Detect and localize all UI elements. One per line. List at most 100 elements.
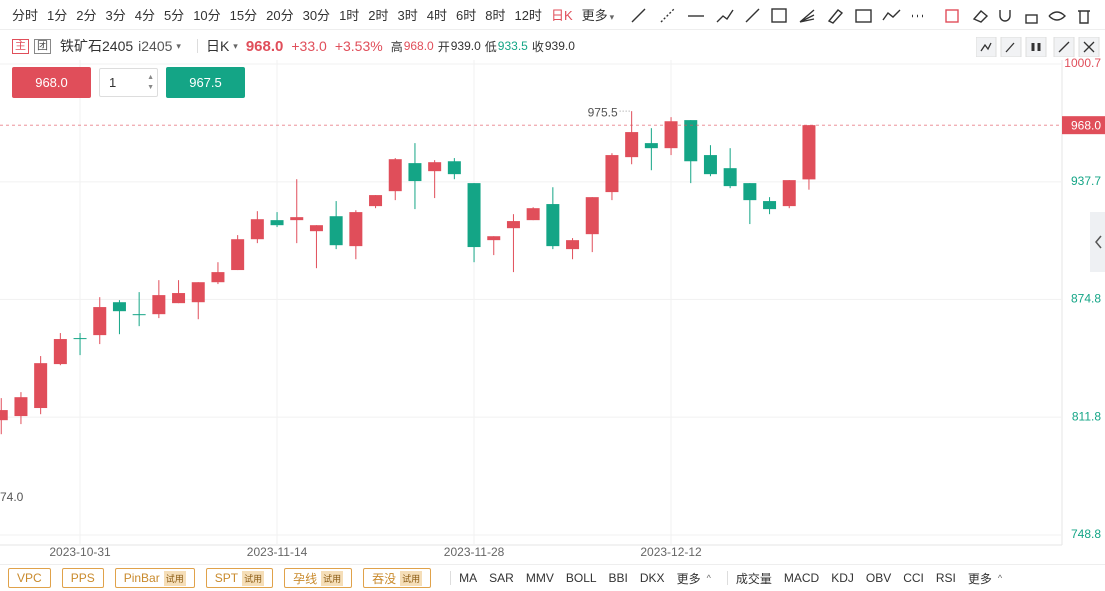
tool-ray[interactable] xyxy=(631,8,646,23)
pattern-name: 孕线 xyxy=(293,571,318,586)
tool-image[interactable] xyxy=(855,9,872,23)
interval-option[interactable]: 15分 xyxy=(229,8,258,23)
tool-pen[interactable] xyxy=(827,9,844,24)
interval-option[interactable]: 10分 xyxy=(193,8,221,23)
tool-wave[interactable] xyxy=(882,9,901,21)
caret: ▾ xyxy=(176,40,181,51)
tool-parallel[interactable] xyxy=(745,8,760,23)
pattern-button[interactable]: PPS xyxy=(61,568,104,588)
qty-input[interactable]: 1 ▲ ▼ xyxy=(99,68,158,97)
caret: ▾ xyxy=(609,12,615,22)
more-button[interactable]: 更多 xyxy=(676,571,701,586)
pattern-button[interactable]: SPT 试用 xyxy=(205,568,274,588)
side-handle[interactable] xyxy=(1090,212,1105,272)
tool-fib[interactable] xyxy=(771,8,787,23)
pattern-button[interactable]: PinBar 试用 xyxy=(114,568,195,588)
pattern-button[interactable]: 吞没 试用 xyxy=(363,568,432,588)
candle-body xyxy=(566,240,580,250)
tool-polyline[interactable] xyxy=(716,9,734,23)
indicator[interactable]: 成交量 xyxy=(735,571,772,586)
tool-magnet[interactable] xyxy=(999,10,1011,22)
indicator[interactable]: MMV xyxy=(525,571,554,585)
candle-body xyxy=(14,397,28,417)
pattern-name: VPC xyxy=(17,571,42,585)
interval-option[interactable]: 3分 xyxy=(105,8,126,23)
high-mark-label: 975.5 xyxy=(588,105,618,119)
tool-button[interactable] xyxy=(1025,37,1047,57)
sell-button[interactable]: 968.0 xyxy=(12,67,91,98)
edge-label: 74.0 xyxy=(0,490,24,504)
interval-option[interactable]: 日K xyxy=(550,8,573,23)
tool-eye[interactable] xyxy=(1048,11,1066,21)
candle-body xyxy=(112,302,126,312)
x-tick-label: 2023-12-12 xyxy=(640,545,702,559)
interval-option[interactable]: 30分 xyxy=(302,8,331,23)
interval-option[interactable]: 2分 xyxy=(76,8,97,23)
stat-label: 收 xyxy=(531,39,544,54)
indicator[interactable]: BBI xyxy=(608,571,628,585)
interval-option[interactable]: 3时 xyxy=(397,8,418,23)
collapse-icon[interactable] xyxy=(1095,235,1102,249)
candle-body xyxy=(447,161,461,175)
tool-edit[interactable] xyxy=(945,9,959,23)
icon xyxy=(1083,41,1095,53)
pattern-button[interactable]: 孕线 试用 xyxy=(284,568,353,588)
interval-option[interactable]: 6时 xyxy=(456,8,477,23)
candle-body xyxy=(191,282,205,303)
interval-option[interactable]: 2时 xyxy=(368,8,389,23)
indicator[interactable]: MACD xyxy=(783,571,820,585)
more-button[interactable]: 更多 xyxy=(967,571,992,586)
last-price-label: 968.0 xyxy=(1071,118,1101,132)
interval-option[interactable]: 分时 xyxy=(12,8,39,23)
interval-option[interactable]: 5分 xyxy=(163,8,185,23)
indicator[interactable]: CCI xyxy=(903,571,924,585)
indicator[interactable]: BOLL xyxy=(565,571,597,585)
stat-value: 968.0 xyxy=(403,39,434,53)
buy-button[interactable]: 967.5 xyxy=(166,67,245,98)
y-tick-label: 748.8 xyxy=(1071,527,1101,541)
indicator[interactable]: RSI xyxy=(935,571,956,585)
indicator[interactable]: DKX xyxy=(639,571,665,585)
candle-body xyxy=(309,225,323,232)
qty-value: 1 xyxy=(109,75,117,90)
icon xyxy=(1031,43,1041,51)
indicator[interactable]: MA xyxy=(459,571,478,585)
candle-body xyxy=(763,201,777,210)
interval-option[interactable]: 4分 xyxy=(134,8,155,23)
symbol-code[interactable]: i2405 xyxy=(138,38,173,54)
icon xyxy=(980,42,992,52)
tool-eraser[interactable] xyxy=(972,10,989,23)
candle-body xyxy=(388,159,402,192)
candle-body xyxy=(664,121,678,149)
candle-body xyxy=(152,295,166,315)
pattern-name: PPS xyxy=(70,571,95,585)
interval-option[interactable]: 12时 xyxy=(514,8,542,23)
indicator[interactable]: KDJ xyxy=(831,571,854,585)
interval-option[interactable]: 1分 xyxy=(47,8,68,23)
indicator[interactable]: SAR xyxy=(489,571,514,585)
tool-lock[interactable] xyxy=(1025,14,1038,24)
interval-option[interactable]: 1时 xyxy=(339,8,360,23)
candle-body xyxy=(231,239,245,271)
tool-fan[interactable] xyxy=(799,9,815,23)
interval-option[interactable]: 20分 xyxy=(266,8,294,23)
candle-body xyxy=(605,155,619,193)
symbol-name[interactable]: 铁矿石2405 xyxy=(60,38,134,54)
interval-option[interactable]: 4时 xyxy=(426,8,447,23)
caret: ^ xyxy=(706,573,711,583)
stepper[interactable]: ▲ ▼ xyxy=(147,73,154,91)
drawing-tools xyxy=(631,8,1090,24)
indicator[interactable]: OBV xyxy=(865,571,892,585)
candle-body xyxy=(250,219,264,240)
separator xyxy=(450,571,452,585)
pattern-button[interactable]: VPC xyxy=(8,568,51,588)
interval-option[interactable]: 8时 xyxy=(485,8,506,23)
change-pct: +3.53% xyxy=(334,38,383,54)
last-price-box xyxy=(1062,116,1105,135)
tool-delete[interactable] xyxy=(1078,10,1090,24)
more-button[interactable]: 更多 ▾ xyxy=(582,5,615,24)
tool-segment[interactable] xyxy=(660,8,675,23)
period[interactable]: 日K xyxy=(205,38,230,54)
candle-body xyxy=(211,272,225,283)
